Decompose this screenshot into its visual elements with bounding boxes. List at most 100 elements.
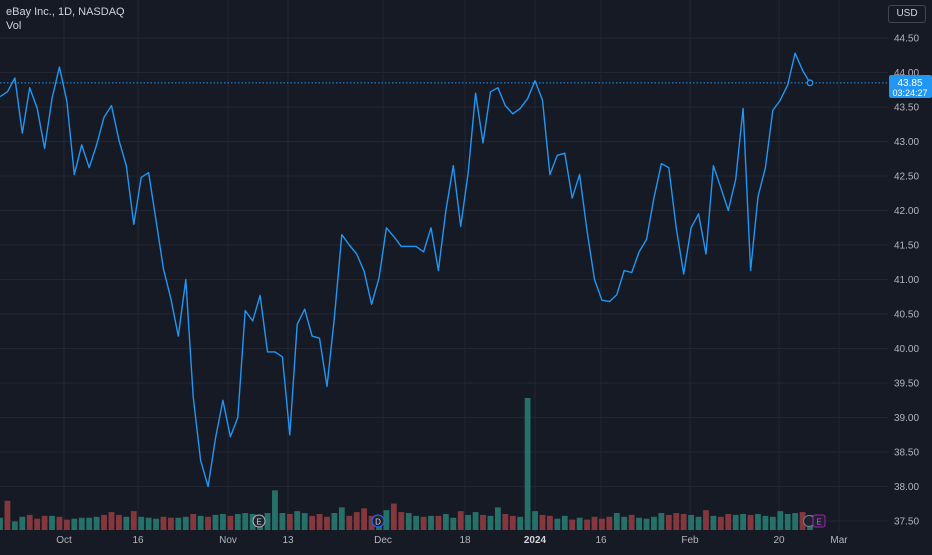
earnings-marker-icon: E xyxy=(256,518,261,527)
volume-bar xyxy=(621,516,628,530)
volume-bar xyxy=(34,518,41,530)
volume-bar xyxy=(71,518,78,530)
volume-bar xyxy=(524,398,531,530)
volume-bar xyxy=(420,516,427,530)
volume-bar xyxy=(182,516,189,530)
volume-legend: Vol xyxy=(6,20,22,32)
upcoming-earnings-marker[interactable]: E xyxy=(803,514,826,528)
volume-bar xyxy=(26,514,33,530)
price-tick-label: 43.00 xyxy=(894,137,919,148)
volume-bar xyxy=(703,510,709,530)
volume-bar xyxy=(197,515,204,530)
volume-bar xyxy=(695,516,702,530)
volume-bar xyxy=(301,513,308,530)
volume-bar xyxy=(547,515,553,530)
volume-bar xyxy=(272,490,278,530)
price-line-series xyxy=(0,52,811,488)
volume-bar xyxy=(86,517,93,530)
volume-bar xyxy=(227,515,234,530)
volume-bar xyxy=(755,513,761,530)
dividend-marker-dec[interactable]: D xyxy=(371,514,385,528)
chart-legend: eBay Inc., 1D, NASDAQ Vol xyxy=(6,5,125,33)
volume-bar xyxy=(168,517,174,530)
volume-bar xyxy=(190,513,197,530)
volume-bar xyxy=(19,516,26,530)
volume-bar xyxy=(435,515,442,530)
volume-bar xyxy=(316,513,323,530)
volume-bar xyxy=(234,513,241,530)
volume-bar xyxy=(442,513,449,530)
volume-bar xyxy=(680,513,687,530)
volume-bar xyxy=(472,512,479,530)
time-tick-label: Oct xyxy=(56,535,72,546)
price-tick-label: 41.50 xyxy=(894,241,919,252)
volume-bar xyxy=(717,516,724,530)
volume-bar xyxy=(658,513,665,530)
time-tick-label: 20 xyxy=(773,535,785,546)
volume-bar xyxy=(212,514,219,530)
volume-bar xyxy=(324,516,330,530)
volume-bar xyxy=(41,515,48,530)
time-axis-labels: Oct 16 Nov 13 Dec 18 2024 16 Feb 20 Mar xyxy=(56,535,848,546)
volume-bar xyxy=(591,516,598,530)
price-tick-label: 44.00 xyxy=(894,68,919,79)
volume-bar xyxy=(636,517,642,530)
price-axis-labels: 44.50 44.00 43.50 43.00 42.50 42.00 41.50 41.00… xyxy=(894,34,919,528)
volume-bar xyxy=(606,516,613,530)
price-tick-label: 43.50 xyxy=(894,103,919,114)
currency-button[interactable]: USD xyxy=(888,5,926,23)
volume-bar xyxy=(428,515,434,530)
volume-bar xyxy=(242,513,249,530)
time-tick-label: 18 xyxy=(459,535,471,546)
volume-bar xyxy=(740,513,747,530)
volume-bar xyxy=(465,514,472,530)
volume-bar xyxy=(390,503,397,530)
time-tick-label: 13 xyxy=(282,535,294,546)
volume-bar xyxy=(153,518,159,530)
last-price-value: 43.85 xyxy=(897,78,922,89)
volume-bar xyxy=(108,512,115,530)
volume-bar xyxy=(368,515,375,530)
volume-bar xyxy=(710,515,717,530)
volume-bar xyxy=(509,515,516,530)
price-tick-label: 41.00 xyxy=(894,275,919,286)
volume-bar xyxy=(457,511,464,530)
volume-bar xyxy=(49,515,55,530)
volume-bar xyxy=(532,511,538,530)
volume-bar xyxy=(688,514,694,530)
time-tick-label: Nov xyxy=(219,535,237,546)
volume-bar xyxy=(205,516,211,530)
volume-bar xyxy=(450,517,457,530)
volume-bar xyxy=(673,513,680,530)
volume-bar xyxy=(101,514,107,530)
price-tick-label: 40.00 xyxy=(894,344,919,355)
volume-bar xyxy=(539,514,546,530)
volume-bar xyxy=(361,508,368,530)
volume-bar xyxy=(145,517,152,530)
volume-bar xyxy=(651,516,657,530)
volume-bar xyxy=(56,516,63,530)
volume-bar xyxy=(383,510,390,530)
price-tick-label: 42.00 xyxy=(894,206,919,217)
volume-bar xyxy=(554,518,561,530)
volume-bar xyxy=(279,513,286,530)
volume-bar xyxy=(123,516,130,530)
volume-bar xyxy=(116,514,122,530)
last-price-label: 43.85 03:24:27 xyxy=(889,75,932,98)
volume-bar xyxy=(93,516,100,530)
volume-bar xyxy=(732,514,739,530)
volume-bar xyxy=(175,517,182,530)
volume-bar xyxy=(78,517,85,530)
volume-bar xyxy=(517,516,524,530)
horizontal-gridlines xyxy=(0,37,888,522)
volume-bar xyxy=(346,515,353,530)
volume-bar xyxy=(561,515,568,530)
price-tick-label: 39.50 xyxy=(894,379,919,390)
volume-bar xyxy=(11,521,18,530)
time-tick-label: Mar xyxy=(830,535,848,546)
dividend-marker-icon: D xyxy=(375,518,381,527)
earnings-marker-nov[interactable]: E xyxy=(252,514,266,528)
upcoming-earnings-icon: E xyxy=(816,518,821,527)
